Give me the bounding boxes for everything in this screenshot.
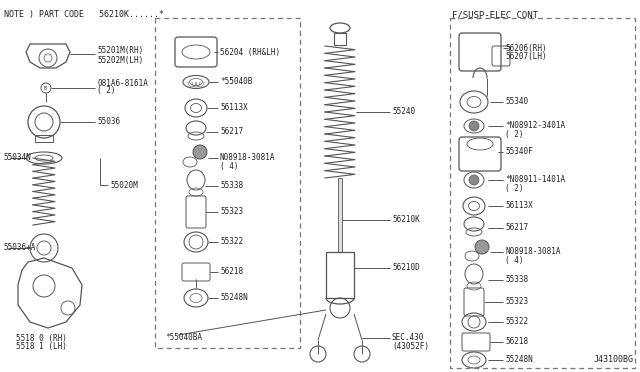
Bar	[338, 178, 342, 252]
Bar	[326, 252, 354, 298]
Circle shape	[193, 145, 207, 159]
Text: 081A6-8161A: 081A6-8161A	[97, 80, 148, 89]
Circle shape	[469, 121, 479, 131]
Text: SEC.430: SEC.430	[392, 334, 424, 343]
Text: 55036: 55036	[97, 118, 120, 126]
Text: 55323: 55323	[505, 298, 528, 307]
Text: N08918-3081A: N08918-3081A	[505, 247, 561, 257]
Text: 56218: 56218	[505, 337, 528, 346]
Text: 55340F: 55340F	[505, 148, 532, 157]
Text: 56207(LH): 56207(LH)	[505, 51, 547, 61]
Text: 56206(RH): 56206(RH)	[505, 44, 547, 52]
Text: *N08911-1401A: *N08911-1401A	[505, 176, 565, 185]
Text: F/SUSP-ELEC CONT: F/SUSP-ELEC CONT	[452, 10, 538, 19]
Text: J43100BG: J43100BG	[594, 355, 634, 364]
Text: 56210D: 56210D	[392, 263, 420, 273]
Text: *55040BA: *55040BA	[165, 334, 202, 343]
Text: 55338: 55338	[220, 182, 243, 190]
Text: 56204 (RH&LH): 56204 (RH&LH)	[220, 48, 280, 57]
Text: (43052F): (43052F)	[392, 341, 429, 350]
Text: 56113X: 56113X	[505, 202, 532, 211]
Text: 56210K: 56210K	[392, 215, 420, 224]
Bar	[155, 18, 300, 348]
Text: NOTE ) PART CODE   56210K......*: NOTE ) PART CODE 56210K......*	[4, 10, 164, 19]
Text: *N08912-3401A: *N08912-3401A	[505, 122, 565, 131]
Text: ( 2): ( 2)	[505, 129, 524, 138]
Text: 55338: 55338	[505, 276, 528, 285]
Text: 55248N: 55248N	[220, 294, 248, 302]
Bar	[334, 33, 346, 45]
Text: 55322: 55322	[220, 237, 243, 247]
Bar	[35, 135, 53, 142]
Text: 55034N: 55034N	[3, 154, 31, 163]
Text: 55322: 55322	[505, 317, 528, 327]
Text: 56217: 56217	[505, 224, 528, 232]
Text: ( 2): ( 2)	[505, 183, 524, 192]
Text: 56218: 56218	[220, 267, 243, 276]
Text: 56217: 56217	[220, 128, 243, 137]
Text: N08918-3081A: N08918-3081A	[220, 154, 275, 163]
Text: *55040B: *55040B	[220, 77, 252, 87]
Text: 55202M(LH): 55202M(LH)	[97, 57, 143, 65]
Text: ( 4): ( 4)	[220, 161, 239, 170]
Bar	[450, 18, 635, 368]
Text: 5518 1 (LH): 5518 1 (LH)	[16, 343, 67, 352]
Circle shape	[475, 240, 489, 254]
Text: 55036+A: 55036+A	[3, 244, 35, 253]
Text: 55020M: 55020M	[110, 180, 138, 189]
Text: 55201M(RH): 55201M(RH)	[97, 46, 143, 55]
Text: ( 2): ( 2)	[97, 87, 115, 96]
Text: B: B	[44, 86, 47, 90]
Text: 55323: 55323	[220, 208, 243, 217]
Text: 55340: 55340	[505, 97, 528, 106]
Text: 55240: 55240	[392, 108, 415, 116]
Text: 5518 0 (RH): 5518 0 (RH)	[16, 334, 67, 343]
Text: ( 4): ( 4)	[505, 256, 524, 264]
Text: 56113X: 56113X	[220, 103, 248, 112]
Text: 55248N: 55248N	[505, 356, 532, 365]
Circle shape	[469, 175, 479, 185]
